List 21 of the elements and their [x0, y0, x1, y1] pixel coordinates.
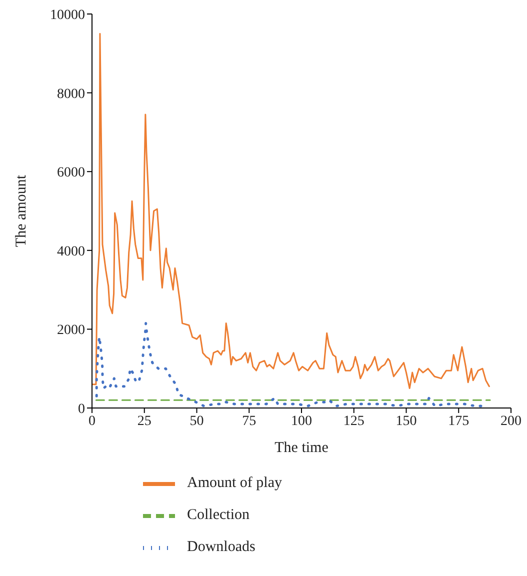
y-tick-label: 2000 — [57, 323, 85, 338]
legend-label: Collection — [187, 507, 250, 524]
x-tick-label: 100 — [291, 414, 312, 429]
y-tick-label: 4000 — [57, 244, 85, 260]
x-axis-title: The time — [274, 440, 329, 456]
y-tick-label: 8000 — [57, 86, 85, 102]
y-tick-label: 10000 — [50, 8, 85, 23]
x-tick-label: 200 — [500, 414, 522, 429]
x-tick-label: 50 — [190, 414, 204, 429]
x-tick-label: 125 — [343, 414, 364, 429]
y-tick-label: 0 — [78, 402, 85, 417]
y-tick-label: 6000 — [57, 166, 85, 181]
x-tick-label: 75 — [242, 414, 256, 429]
line-series — [92, 32, 490, 390]
x-tick-label: 25 — [137, 414, 152, 429]
x-tick-label: 150 — [396, 414, 417, 429]
x-tick-label: 0 — [88, 414, 96, 429]
legend-label: Downloads — [187, 539, 256, 556]
y-axis-title: The amount — [13, 174, 30, 248]
x-tick-label: 175 — [448, 414, 470, 429]
legend-label: Amount of play — [187, 475, 282, 492]
